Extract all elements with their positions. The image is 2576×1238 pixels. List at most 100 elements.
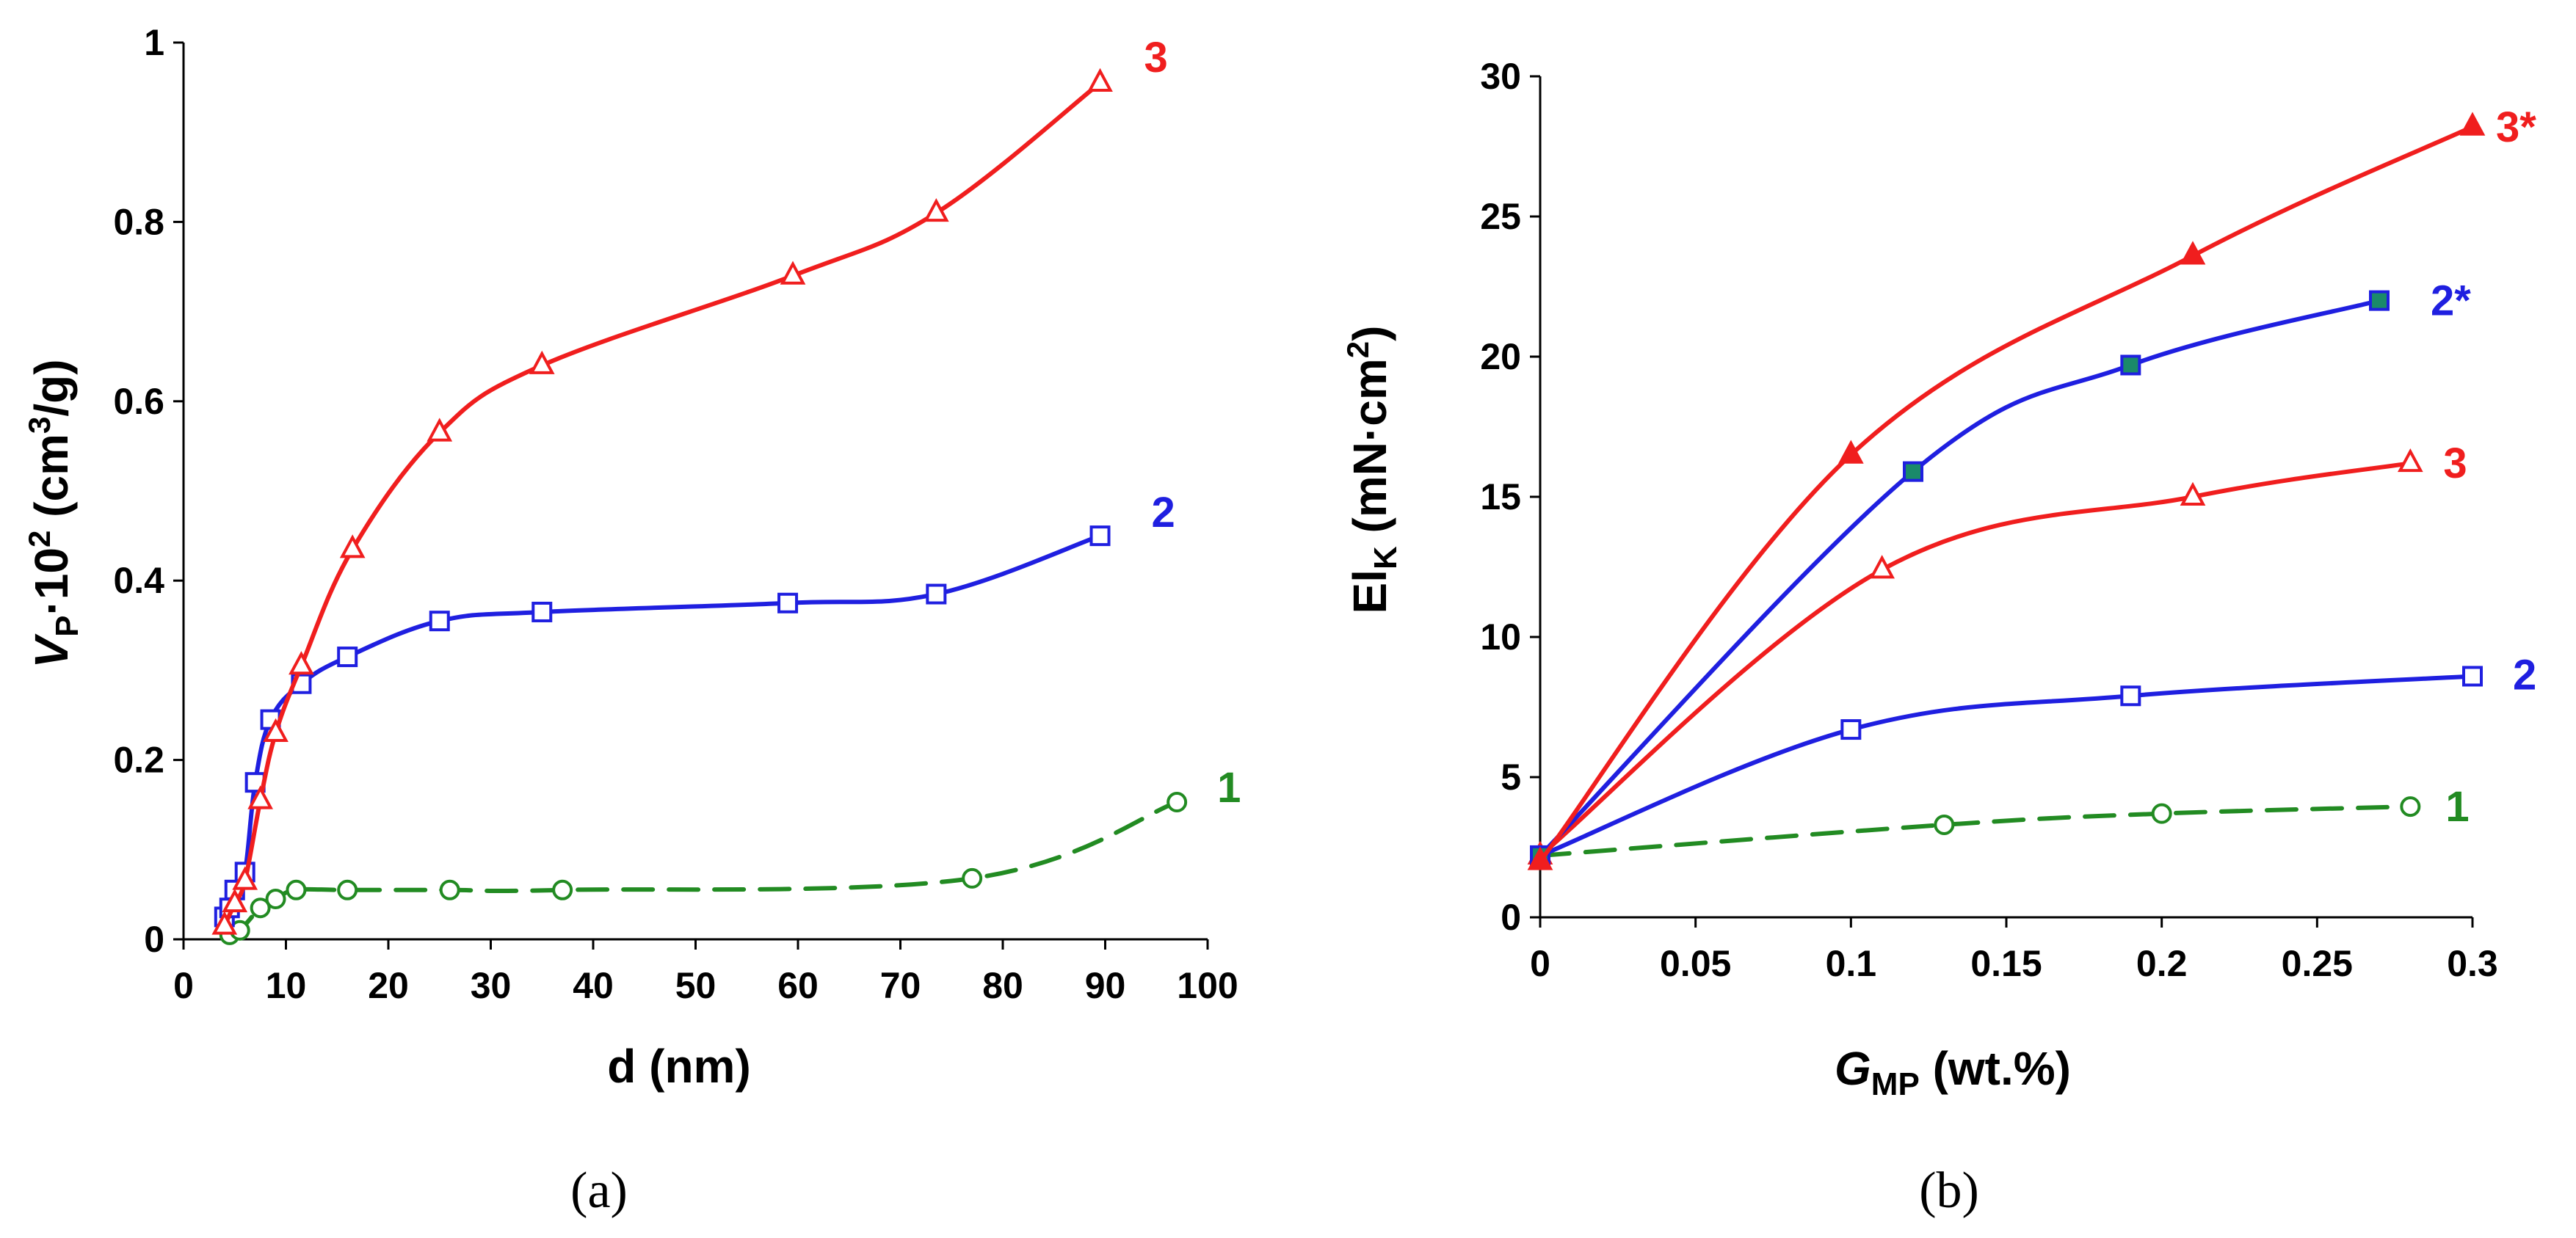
chart-a-series-3-point xyxy=(339,534,366,558)
chart-a-x-axis-title: d (nm) xyxy=(607,1040,751,1093)
caption-b: (b) xyxy=(1919,1162,1979,1219)
chart-b-y-tick-label: 20 xyxy=(1480,336,1521,377)
chart-a-series-1-point xyxy=(1167,792,1188,813)
chart-b-series-2-star-point xyxy=(1903,461,1923,482)
chart-b-tick-labels: 0 5 10 15 20 25 30 0 0.05 0.1 0.15 0.2 0.25 0.3 xyxy=(1480,56,2497,984)
chart-a-series-3-point xyxy=(222,888,248,913)
chart-a-x-tick-label: 30 xyxy=(471,965,512,1006)
chart-a-x-tick-label: 20 xyxy=(368,965,409,1006)
chart-a-series xyxy=(211,68,1188,945)
chart-b-x-tick-label: 0.3 xyxy=(2447,943,2498,984)
chart-a-series-3-point xyxy=(211,911,238,935)
chart-b-series-3-star-line xyxy=(1538,124,2475,864)
chart-b-y-tick-label: 15 xyxy=(1480,476,1521,517)
chart-b-y-title-sub: K xyxy=(1368,546,1404,569)
chart-a-y-title-unit-post: /g) xyxy=(25,359,78,416)
chart-a-y-title-unit-pre: (cm xyxy=(25,434,78,531)
chart-a-x-tick-label: 10 xyxy=(266,965,307,1006)
chart-a-series-2-point xyxy=(777,592,799,613)
chart-a-series-3-point xyxy=(1087,68,1113,92)
chart-b-series-1-point xyxy=(1934,814,1955,835)
chart-a-series-1-point xyxy=(265,889,286,910)
chart-a-y-title-sup: 2 xyxy=(22,531,57,547)
chart-b-x-tick-label: 0 xyxy=(1530,943,1550,984)
chart-b-series-3-star xyxy=(1527,112,2486,870)
chart-a-series-3-line xyxy=(222,80,1103,928)
chart-b-series-2-point xyxy=(2120,685,2141,707)
chart-a-y-title-base: V xyxy=(25,633,78,669)
chart-b: 0 5 10 15 20 25 30 0 0.05 0.1 0.15 0.2 0.25 0.3 1 2 3 2*… xyxy=(1340,56,2536,1219)
chart-b-y-title-unit-pre: (mN·cm xyxy=(1343,358,1396,546)
chart-b-y-tick-label: 25 xyxy=(1480,196,1521,237)
chart-a-series-1-point xyxy=(250,897,271,919)
chart-a-y-tick-label: 0.8 xyxy=(113,201,164,242)
chart-a-y-title-sub: P xyxy=(49,615,85,636)
chart-b-y-title-unit-sup: 2 xyxy=(1340,341,1375,358)
chart-a-series-3-point xyxy=(529,350,555,374)
chart-b-series-2-point xyxy=(2462,666,2483,687)
chart-b-x-tick-label: 0.2 xyxy=(2136,943,2188,984)
chart-b-series-3-point xyxy=(2397,448,2423,473)
chart-b-series-3-star-point xyxy=(2459,112,2486,136)
chart-a-series-1-point xyxy=(286,879,307,900)
chart-b-y-axis-title: ElK (mN·cm2) xyxy=(1340,326,1404,614)
chart-b-series-1-point xyxy=(2400,796,2421,818)
chart-b-series-label-2: 2 xyxy=(2513,651,2536,699)
chart-a-axes xyxy=(173,41,1209,950)
chart-a-y-tick-label: 0 xyxy=(144,919,164,960)
chart-a-y-tick-label: 1 xyxy=(144,22,164,63)
chart-a-y-tick-label: 0.2 xyxy=(113,740,164,781)
chart-a-y-tick-label: 0.4 xyxy=(113,560,164,601)
chart-b-y-tick-label: 10 xyxy=(1480,616,1521,658)
chart-b-series-label-3: 3 xyxy=(2443,440,2467,487)
chart-a-y-title-unit-sup: 3 xyxy=(22,417,57,434)
chart-a-series-2-point xyxy=(1089,525,1111,547)
chart-b-series-label-3-star: 3* xyxy=(2496,103,2536,151)
chart-b-series-3-line xyxy=(1538,461,2413,858)
chart-b-axes xyxy=(1530,75,2474,928)
chart-a-y-axis-title: VP·102 (cm3/g) xyxy=(22,359,85,668)
chart-b-series-labels: 1 2 3 2* 3* xyxy=(2431,103,2536,831)
chart-b-x-title-post: (wt.%) xyxy=(1920,1042,2071,1095)
chart-b-x-tick-label: 0.1 xyxy=(1826,943,1877,984)
chart-b-series xyxy=(1527,112,2486,870)
caption-a: (a) xyxy=(570,1162,628,1219)
chart-a-x-tick-label: 100 xyxy=(1177,965,1238,1006)
chart-a-series-1-point xyxy=(962,867,983,889)
chart-a-tick-labels: 00.20.40.60.810 10 20 30 40 50 60 70 80 90 100 xyxy=(113,22,1238,1006)
chart-b-series-1-line xyxy=(1538,804,2413,858)
chart-b-series-2-point xyxy=(1840,719,1862,740)
chart-a-x-tick-label: 70 xyxy=(880,965,921,1006)
chart-a-series-3-point xyxy=(289,651,314,675)
chart-b-series-2-star-line xyxy=(1538,298,2381,858)
chart-b-x-tick-label: 0.25 xyxy=(2282,943,2353,984)
chart-a-series-3-point xyxy=(247,785,273,809)
chart-a-x-tick-label: 50 xyxy=(675,965,716,1006)
chart-a-x-tick-label: 80 xyxy=(982,965,1023,1006)
chart-b-x-tick-label: 0.15 xyxy=(1970,943,2042,984)
chart-a-series-3-point xyxy=(427,418,453,442)
chart-b-x-title-base: G xyxy=(1835,1042,1871,1095)
chart-a-y-tick-label: 0.6 xyxy=(113,381,164,422)
chart-b-series-2-star-point xyxy=(2120,354,2141,376)
chart-a-series-2-point xyxy=(926,583,947,605)
chart-a-series-1-point xyxy=(439,879,460,900)
chart-a-x-tick-label: 60 xyxy=(777,965,819,1006)
chart-b-y-tick-label: 5 xyxy=(1501,757,1521,798)
chart-a-y-title-mid: ·10 xyxy=(25,547,78,616)
chart-a-series-1-point xyxy=(337,879,358,900)
chart-a-series-2-point xyxy=(429,611,450,632)
chart-a-series-label-1: 1 xyxy=(1217,764,1241,812)
chart-b-series-3-star-point xyxy=(2180,241,2206,265)
chart-a-series-2-point xyxy=(337,647,358,668)
chart-a-series-label-2: 2 xyxy=(1152,489,1175,536)
chart-a-series-1-point xyxy=(552,879,573,900)
chart-a-series-3 xyxy=(211,68,1113,935)
chart-b-series-3-star-point xyxy=(1527,846,1553,870)
chart-b-series-label-2-star: 2* xyxy=(2431,277,2471,325)
chart-a-series-label-3: 3 xyxy=(1144,34,1168,81)
chart-a-x-tick-label: 0 xyxy=(173,965,194,1006)
chart-a-x-tick-label: 40 xyxy=(573,965,614,1006)
chart-b-series-3-star-point xyxy=(1837,440,1864,464)
